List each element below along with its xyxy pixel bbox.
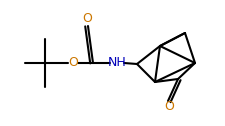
Text: O: O [82,12,92,25]
Text: O: O [163,101,173,114]
Text: NH: NH [107,56,126,70]
Text: O: O [68,56,78,70]
